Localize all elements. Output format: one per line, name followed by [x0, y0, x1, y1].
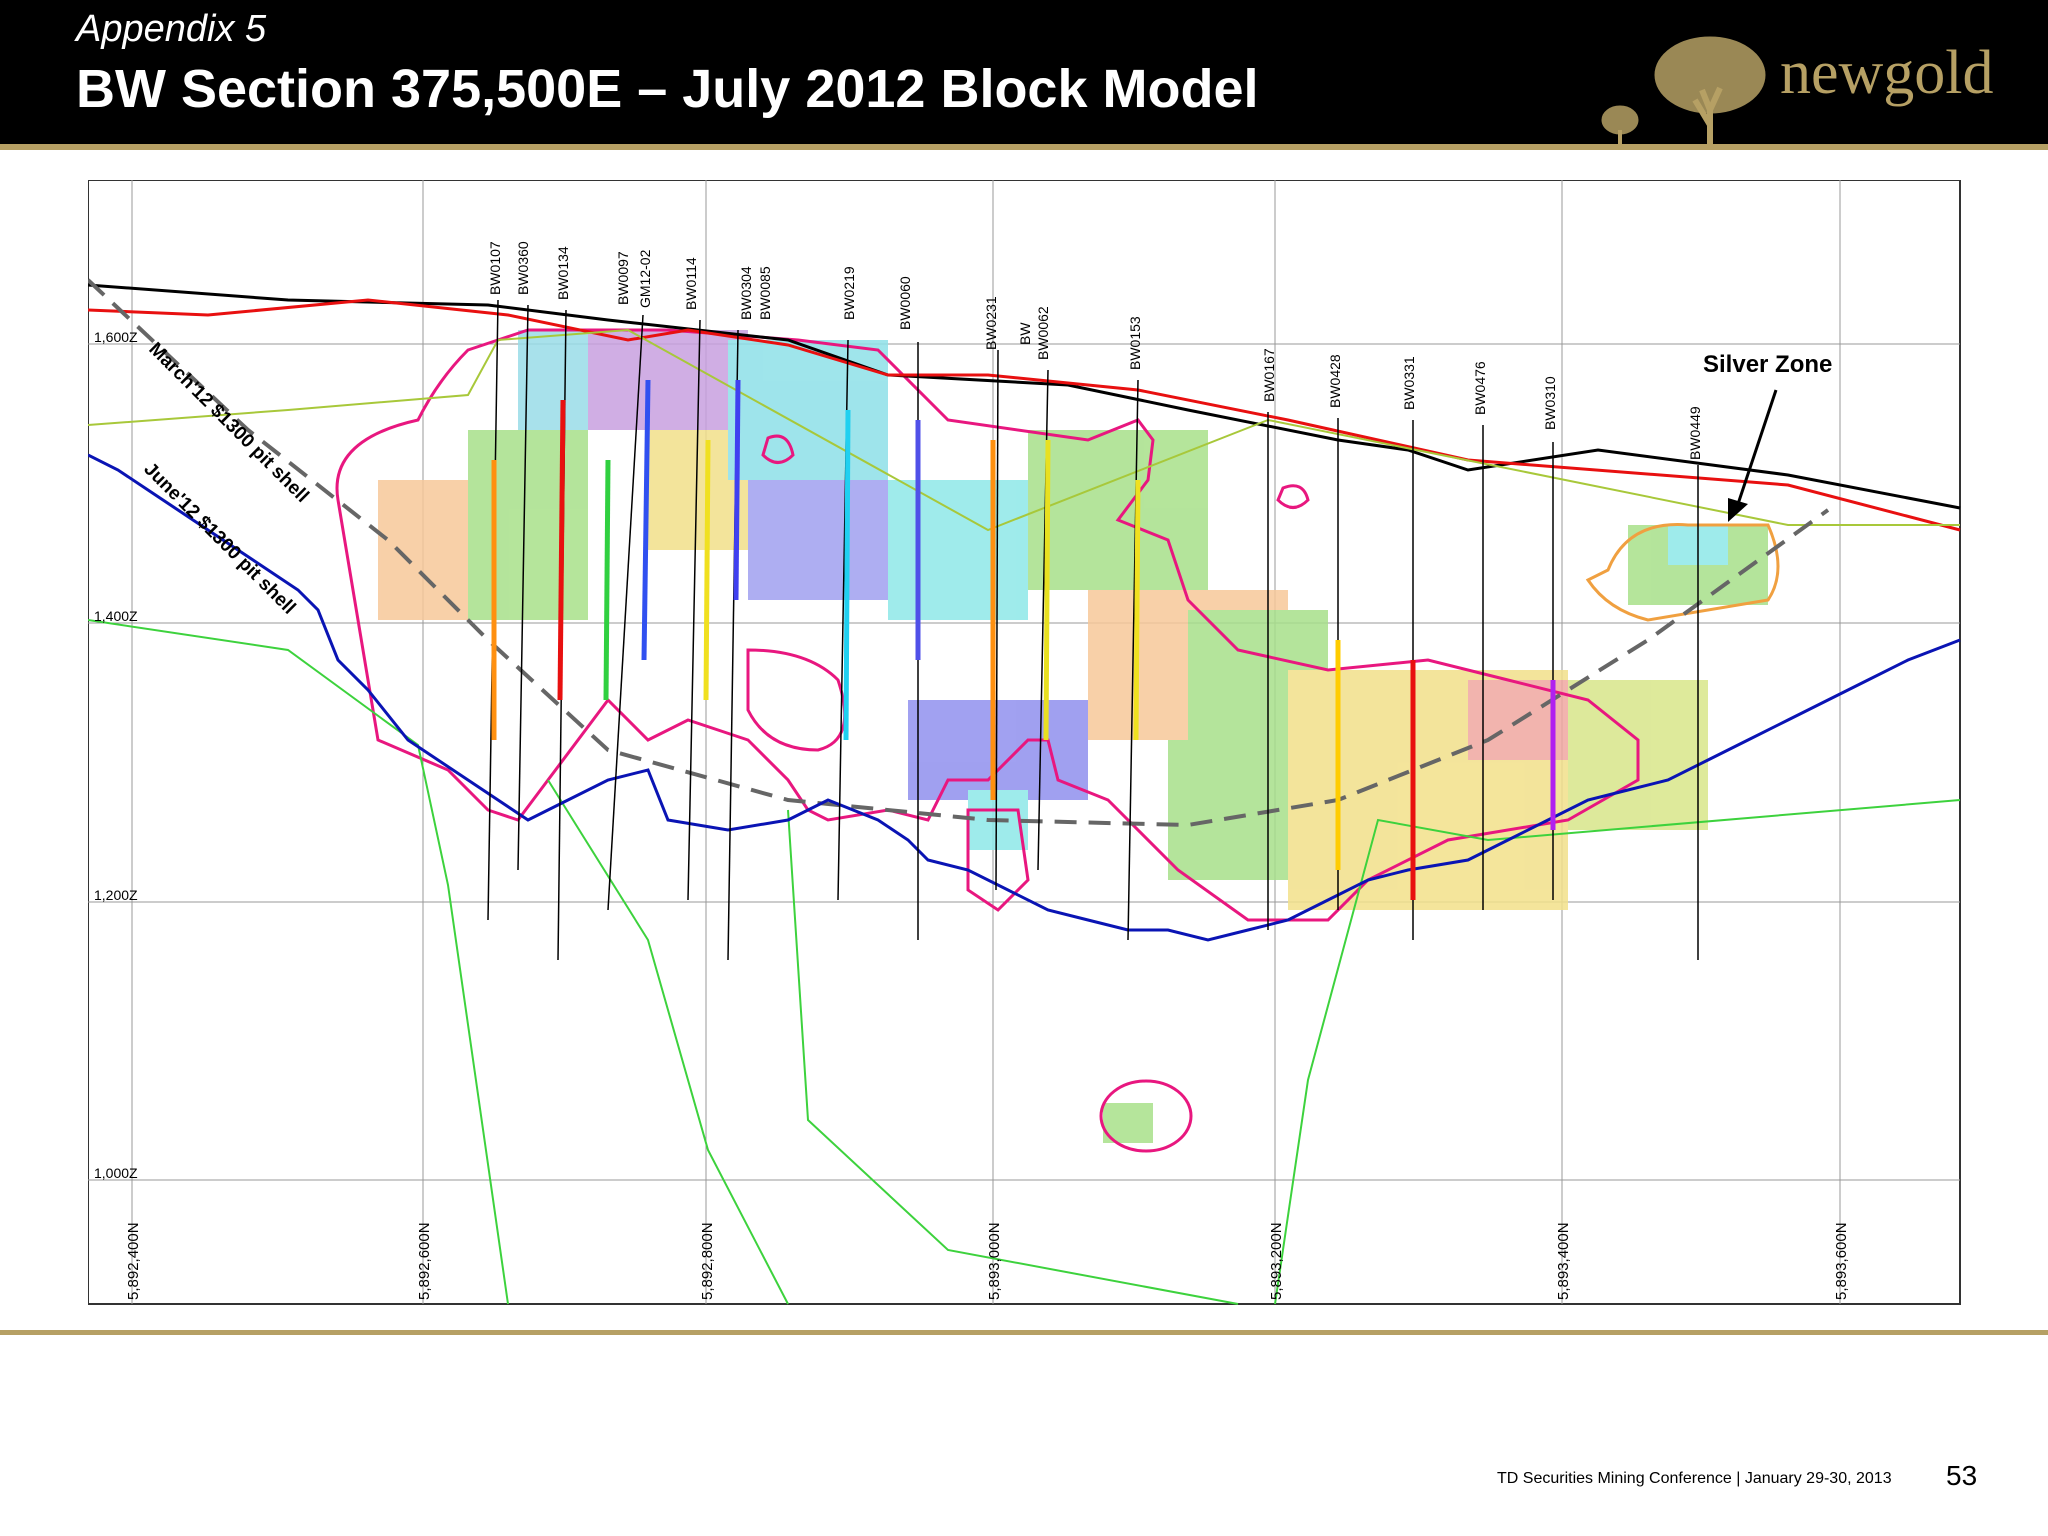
drillhole-label: BW0219: [841, 266, 857, 320]
tree-icon: [1601, 36, 1766, 150]
elevation-label-1600: 1,600Z: [94, 329, 138, 345]
green-line-d: [1274, 799, 1961, 1305]
drillhole-label: BW0153: [1127, 316, 1143, 370]
june-pit-shell: [88, 453, 1961, 942]
northing-label-5893400: 5,893,400N: [1555, 1222, 1572, 1300]
drillhole-label: GM12-02: [637, 249, 653, 308]
drillhole-label: BW0114: [683, 257, 699, 310]
block-model-blocks: [378, 330, 1768, 1143]
northing-label-5892400: 5,892,400N: [125, 1222, 142, 1300]
silver-zone-arrowhead: [1728, 498, 1748, 522]
elevation-label-1400: 1,400Z: [94, 608, 138, 624]
northing-label-5893000: 5,893,000N: [986, 1222, 1003, 1300]
silver-zone-outline: [1585, 523, 1780, 622]
header-divider: [0, 144, 2048, 150]
conference-footer: TD Securities Mining Conference | Januar…: [1497, 1470, 1892, 1487]
small-pod-outline: [1276, 484, 1310, 509]
main-zone-outline: [335, 328, 1640, 922]
block-outlines: [335, 328, 1780, 1153]
drillhole-label: BW0107: [487, 241, 503, 295]
drillhole-label: BW0167: [1261, 348, 1277, 402]
slide-title: BW Section 375,500E – July 2012 Block Mo…: [76, 59, 1259, 119]
drillhole-label: BW0134: [555, 246, 571, 300]
northing-label-5893600: 5,893,600N: [1833, 1222, 1850, 1300]
drillhole-label: BW0304: [738, 266, 754, 320]
small-hole-outline: [761, 434, 795, 464]
block-model-section: 1,600Z 1,400Z 1,200Z 1,000Z 5,892,400N 5…: [88, 180, 1961, 1305]
silver-zone-arrow: [1734, 389, 1778, 511]
elevation-label-1200: 1,200Z: [94, 887, 138, 903]
drillhole-label: BW0085: [757, 266, 773, 320]
appendix-label: Appendix 5: [76, 8, 267, 50]
drillhole-label: BW0331: [1401, 356, 1417, 410]
drillhole-label: BW0428: [1327, 354, 1343, 408]
deep-pod-outline: [1099, 1079, 1193, 1153]
northing-label-5893200: 5,893,200N: [1268, 1222, 1285, 1300]
lower-pod-outline: [966, 808, 1030, 912]
silver-zone-label: Silver Zone: [1703, 351, 1832, 378]
drillhole-label: BW0060: [897, 276, 913, 330]
green-line-c: [787, 809, 1239, 1305]
march-pit-shell: [88, 278, 1830, 828]
assay-intervals: [491, 379, 1556, 900]
brand-wordmark: newgold: [1780, 39, 1994, 107]
topography-line: [88, 283, 1961, 510]
elevation-label-1000: 1,000Z: [94, 1165, 138, 1181]
drillhole-label: BW0231: [983, 296, 999, 350]
surface-lines: [88, 283, 1961, 1305]
footer-divider: [0, 1330, 2048, 1335]
drillhole-label: BW0476: [1472, 361, 1488, 415]
northing-label-5892800: 5,892,800N: [699, 1222, 716, 1300]
drillhole-label: BW0360: [515, 241, 531, 295]
northing-label-5892600: 5,892,600N: [416, 1222, 433, 1300]
olive-line: [88, 328, 1960, 532]
drillhole-label: BW0449: [1687, 406, 1703, 460]
drillhole-labels: BW0107 BW0360 BW0134 BW0097 GM12-02 BW01…: [487, 241, 1703, 460]
drillhole-label: BW0310: [1542, 376, 1558, 430]
page-number: 53: [1946, 1460, 1978, 1491]
drillhole-label: BW: [1017, 322, 1033, 345]
drillhole-label: BW0097: [615, 251, 631, 305]
drillhole-label: BW0062: [1035, 306, 1051, 360]
green-line-b: [547, 779, 789, 1305]
